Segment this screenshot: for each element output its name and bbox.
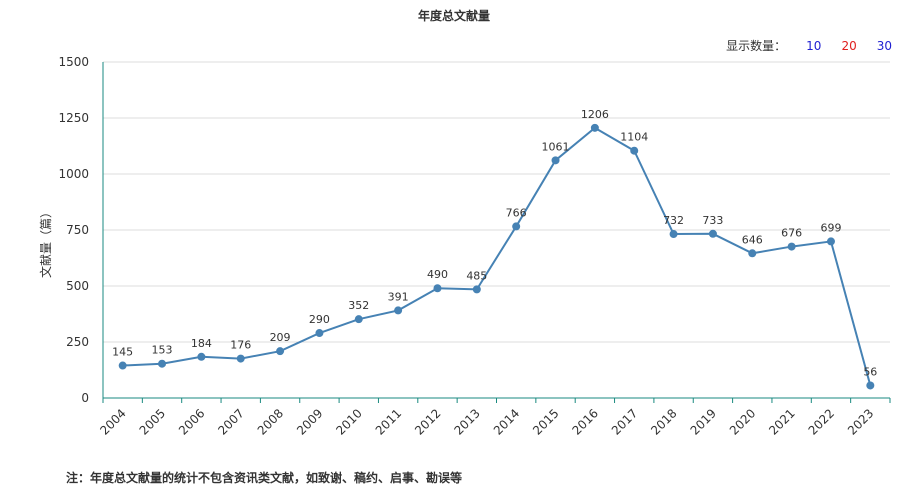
x-tick-label: 2004 [97, 406, 128, 437]
data-label: 1206 [581, 108, 609, 121]
x-tick-label: 2023 [845, 406, 876, 437]
y-tick-label: 250 [66, 335, 89, 349]
x-tick-label: 2005 [137, 406, 168, 437]
count-option-10[interactable]: 10 [806, 38, 822, 53]
y-tick-label: 500 [66, 279, 89, 293]
data-label: 485 [466, 269, 487, 282]
x-tick-label: 2011 [373, 406, 404, 437]
x-tick-label: 2012 [412, 406, 443, 437]
x-tick-label: 2022 [806, 406, 837, 437]
x-tick-label: 2008 [255, 406, 286, 437]
data-point [787, 242, 796, 251]
y-axis-label: 文献量（篇） [38, 206, 53, 278]
y-tick-label: 0 [81, 391, 89, 405]
data-label: 176 [230, 339, 251, 352]
y-tick-label: 1250 [58, 111, 89, 125]
data-label: 391 [388, 290, 409, 303]
data-point [551, 156, 560, 165]
series-line [122, 126, 872, 386]
data-point [158, 359, 167, 368]
x-tick-label: 2016 [569, 406, 600, 437]
data-label: 209 [270, 331, 291, 344]
data-point [590, 123, 599, 132]
data-point [433, 284, 442, 293]
data-point [236, 354, 245, 363]
data-label: 676 [781, 227, 802, 240]
x-tick-label: 2019 [688, 406, 719, 437]
display-count-label: 显示数量： [726, 39, 787, 53]
x-tick-label: 2014 [491, 406, 522, 437]
data-label: 290 [309, 313, 330, 326]
data-label: 184 [191, 337, 212, 350]
data-point [276, 347, 285, 356]
data-point [472, 285, 481, 294]
data-point [826, 237, 835, 246]
x-tick-label: 2021 [766, 406, 797, 437]
data-point [118, 361, 127, 370]
data-label: 1104 [620, 131, 648, 144]
data-label: 145 [112, 346, 133, 359]
x-tick-label: 2006 [176, 406, 207, 437]
data-point [512, 222, 521, 231]
data-point [354, 315, 363, 324]
data-point [708, 229, 717, 238]
x-tick-label: 2007 [215, 406, 246, 437]
y-tick-label: 1500 [58, 55, 89, 69]
data-label: 646 [742, 233, 763, 246]
y-tick-label: 750 [66, 223, 89, 237]
data-point [630, 146, 639, 155]
x-tick-label: 2018 [648, 406, 679, 437]
display-count-selector: 显示数量： 10 20 30 [726, 37, 892, 54]
data-point [197, 352, 206, 361]
y-tick-label: 1000 [58, 167, 89, 181]
data-label: 699 [820, 221, 841, 234]
data-point [394, 306, 403, 315]
data-label: 732 [663, 214, 684, 227]
data-label: 56 [863, 365, 877, 378]
data-point [315, 329, 324, 338]
footnote: 注：年度总文献量的统计不包含资讯类文献，如致谢、稿约、启事、勘误等 [66, 471, 463, 485]
data-point [669, 230, 678, 239]
x-tick-label: 2020 [727, 406, 758, 437]
data-label: 490 [427, 268, 448, 281]
data-label: 352 [348, 299, 369, 312]
count-option-30[interactable]: 30 [876, 38, 892, 53]
chart-title: 年度总文献量 [417, 9, 490, 23]
data-label: 766 [506, 206, 527, 219]
x-tick-label: 2017 [609, 406, 640, 437]
data-label: 733 [702, 214, 723, 227]
data-label: 153 [152, 344, 173, 357]
data-label: 1061 [542, 140, 570, 153]
x-tick-label: 2013 [451, 406, 482, 437]
x-tick-label: 2010 [333, 406, 364, 437]
x-tick-label: 2015 [530, 406, 561, 437]
data-point [866, 381, 875, 390]
data-point [748, 249, 757, 258]
count-option-20[interactable]: 20 [841, 38, 857, 53]
x-tick-label: 2009 [294, 406, 325, 437]
